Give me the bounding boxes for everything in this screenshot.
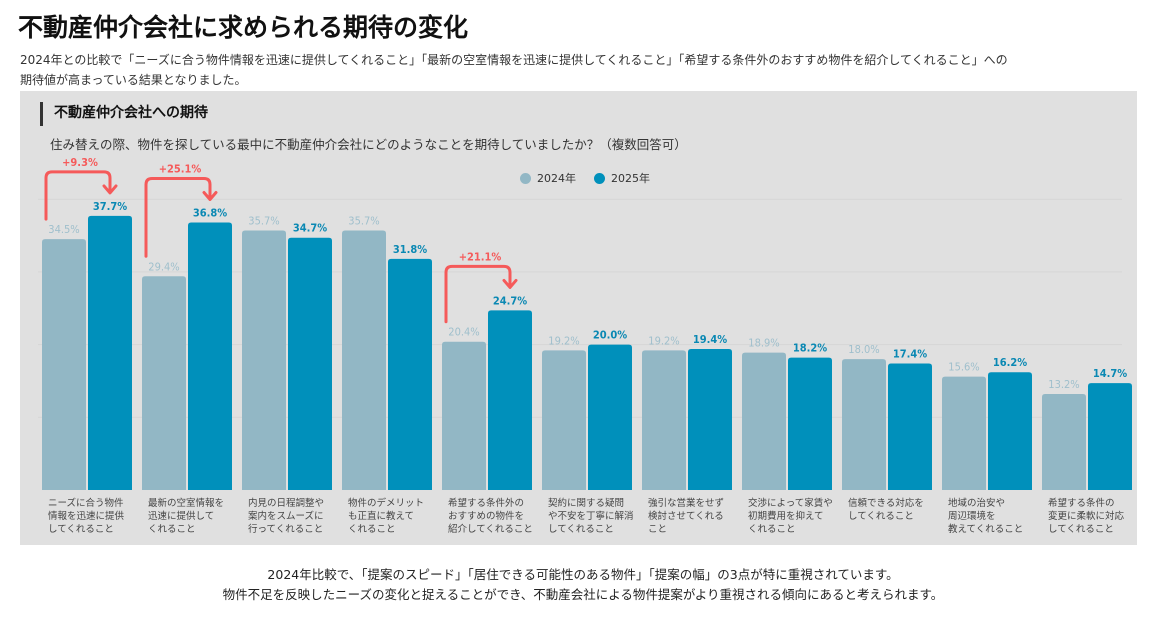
category-label: 最新の空室情報を 迅速に提供して くれること [148,498,225,535]
bar-2024 [42,239,86,490]
category-label: 強引な営業をせず 検討させてくれる こと [648,498,725,535]
category-label: 物件のデメリット も正直に教えて くれること [348,498,425,535]
bar-2024 [542,350,586,490]
legend-item-2024: 2024年 [520,170,576,186]
category-label: 希望する条件の 変更に柔軟に対応 してくれること [1048,498,1125,535]
value-label-2024: 29.4% [148,260,179,273]
value-label-2025: 37.7% [93,200,127,213]
legend-label-2024: 2024年 [537,172,576,185]
value-label-2024: 35.7% [348,214,379,227]
value-label-2024: 18.0% [848,343,879,356]
bar-2025 [1088,383,1132,490]
value-label-2024: 15.6% [948,361,979,374]
change-arrow [444,264,512,324]
value-label-2024: 18.9% [748,337,779,350]
bar-2024 [242,230,286,490]
arrow-head-icon [502,278,518,289]
value-label-2025: 19.4% [693,333,727,346]
survey-question: 住み替えの際、物件を探している最中に不動産仲介会社にどのようなことを期待していま… [50,137,687,152]
arrow-head-icon [202,190,218,201]
legend-swatch-2025 [594,172,605,184]
bar-2024 [942,376,986,490]
change-annotation-label: +9.3% [62,156,98,169]
page-title: 不動産仲介会社に求められる期待の変化 [18,13,469,42]
bar-2024 [442,341,486,490]
arrow-head-icon [102,184,118,195]
value-label-2025: 20.0% [593,329,627,342]
chart-panel: 不動産仲介会社への期待 住み替えの際、物件を探している最中に不動産仲介会社にどの… [20,91,1137,545]
bar-2025 [988,372,1032,490]
change-arrow [144,176,212,258]
bar-chart: 34.5% 37.7% 29.4% 36.8% 35.7% 34.7% 35.7% 31.8%… [38,156,1132,491]
bar-2024 [642,350,686,490]
change-arrow [44,170,112,221]
footer-line-1: 2024年比較で、「提案のスピード」「居住できる可能性のある物件」「提案の幅」の… [267,567,899,582]
value-label-2024: 13.2% [1048,378,1079,391]
category-label: ニーズに合う物件 情報を迅速に提供 してくれること [48,498,125,535]
lead-line-1: 2024年との比較で「ニーズに合う物件情報を迅速に提供してくれること」「最新の空… [20,53,1008,67]
lead-line-2: 期待値が高まっている結果となりました。 [20,73,247,87]
value-label-2025: 24.7% [493,294,527,307]
category-label: 契約に関する疑問 や不安を丁寧に解消 してくれること [548,498,634,535]
bar-2025 [688,348,732,490]
bar-2025 [888,363,932,490]
value-label-2025: 17.4% [893,348,927,361]
value-label-2025: 34.7% [293,222,327,235]
category-label: 信頼できる対応を してくれること [848,498,924,522]
bar-2024 [1042,394,1086,490]
legend-swatch-2024 [520,172,531,184]
bar-2024 [842,359,886,490]
value-label-2025: 36.8% [193,206,227,219]
bar-2025 [288,237,332,490]
value-label-2025: 18.2% [793,342,827,355]
footer-line-2: 物件不足を反映したニーズの変化と捉えることができ、不動産会社による物件提案がより… [222,587,944,602]
value-label-2025: 16.2% [993,356,1027,369]
category-label: 地域の治安や 周辺環境を 教えてくれること [948,498,1024,535]
lead-text: 2024年との比較で「ニーズに合う物件情報を迅速に提供してくれること」「最新の空… [20,50,1140,90]
change-annotation-label: +21.1% [459,250,502,263]
category-label: 交渉によって家賃や 初期費用を抑えて くれること [748,498,833,535]
value-label-2024: 20.4% [448,326,479,339]
bar-2024 [142,276,186,490]
chart-legend: 2024年 2025年 [520,170,650,186]
value-label-2024: 19.2% [648,334,679,347]
value-label-2024: 34.5% [48,223,79,236]
legend-item-2025: 2025年 [594,170,650,186]
footer-summary: 2024年比較で、「提案のスピード」「居住できる可能性のある物件」「提案の幅」の… [0,565,1166,605]
value-label-2025: 31.8% [393,243,427,256]
bar-2025 [488,310,532,490]
bar-2024 [342,230,386,490]
bar-2025 [188,222,232,491]
value-label-2024: 35.7% [248,214,279,227]
bar-2025 [788,357,832,490]
category-label: 内見の日程調整や 案内をスムーズに 行ってくれること [248,498,325,535]
bar-2024 [742,352,786,490]
bar-2025 [588,344,632,490]
bar-2025 [88,215,132,490]
change-annotation-label: +25.1% [159,162,202,175]
category-label: 希望する条件外の おすすめの物件を 紹介してくれること [448,498,533,535]
value-label-2024: 19.2% [548,334,579,347]
panel-title: 不動産仲介会社への期待 [40,102,208,126]
legend-label-2025: 2025年 [611,172,650,185]
bar-2025 [388,258,432,490]
value-label-2025: 14.7% [1093,367,1127,380]
